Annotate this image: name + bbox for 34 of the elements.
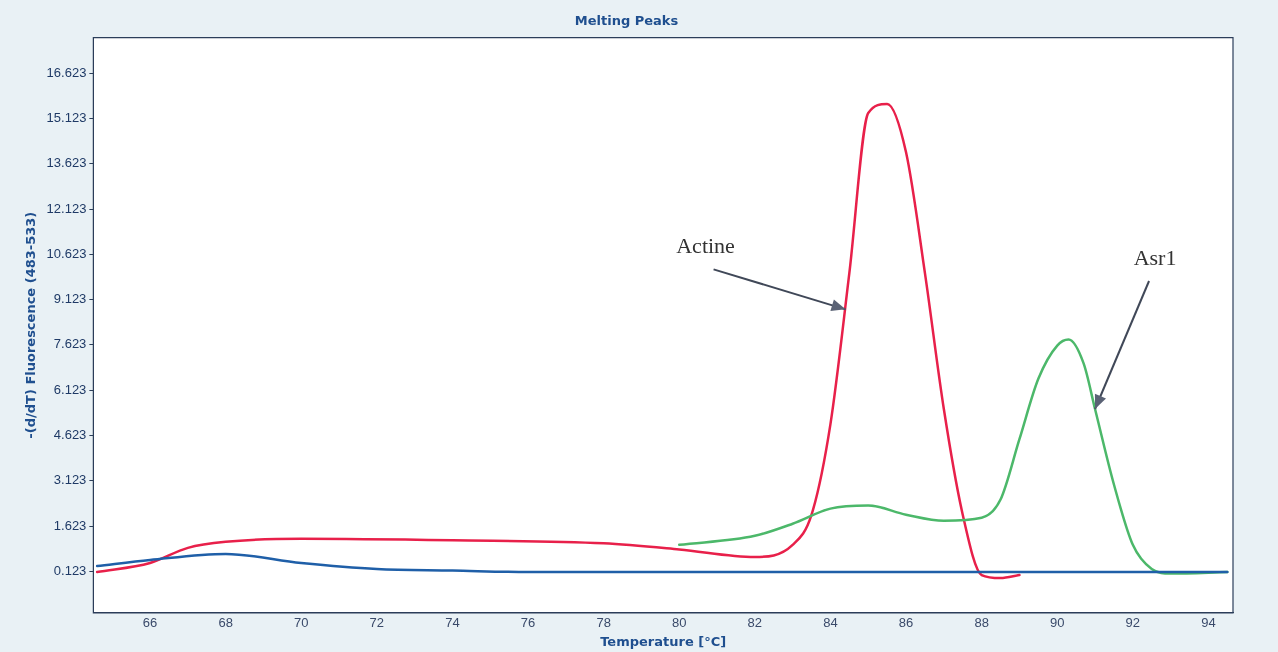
y-tick-label: 1.623 [53,517,87,533]
x-tick-label: 80 [672,615,687,631]
y-tick-label: 0.123 [53,562,87,578]
y-tick-label: 12.123 [46,200,87,216]
x-tick-label: 82 [747,615,763,631]
line-series [95,552,1229,574]
y-tick-label: 3.123 [53,472,87,488]
y-axis-title: -(d/dT) Fluorescence (483-533) [23,211,39,439]
y-tick-label: 16.623 [46,64,87,80]
annotation: Asr1 [1133,244,1177,270]
x-tick-label: 86 [898,615,914,631]
x-tick-label: 76 [520,615,536,631]
y-tick-label: 7.623 [53,336,87,352]
x-tick-label: 70 [294,615,309,631]
chart-title: Melting Peaks [574,13,679,29]
x-tick-label: 84 [823,615,838,631]
x-axis-title: Temperature [°C] [600,633,727,649]
x-tick-label: 90 [1050,615,1065,631]
x-tick-label: 66 [142,615,158,631]
x-tick-label: 78 [596,615,611,631]
y-tick-label: 15.123 [46,110,87,126]
y-tick-label: 6.123 [53,381,87,397]
x-tick-label: 72 [369,615,385,631]
y-tick-label: 9.123 [53,291,87,307]
annotation: Actine [676,233,735,259]
y-tick-label: 4.623 [53,427,87,443]
x-tick-label: 68 [218,615,233,631]
x-tick-label: 92 [1125,615,1141,631]
y-tick-label: 13.623 [46,155,87,171]
line-series [95,102,1021,580]
x-tick-label: 88 [974,615,989,631]
y-tick-label: 10.623 [46,245,87,261]
x-tick-label: 74 [445,615,460,631]
x-tick-label: 94 [1201,615,1216,631]
